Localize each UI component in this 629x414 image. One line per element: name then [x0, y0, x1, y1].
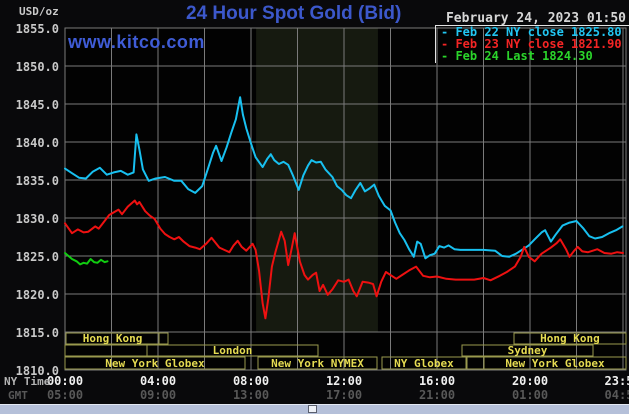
- y-tick-label: 1820.0: [15, 288, 59, 302]
- x-tick-gmt-time: 21:00: [418, 388, 456, 402]
- y-tick-label: 1845.0: [15, 98, 59, 112]
- x-tick-gmt-time: 05:00: [46, 388, 84, 402]
- y-tick-label: 1830.0: [15, 212, 59, 226]
- price-line-feb-23: [64, 199, 624, 320]
- frame-resize-gripper[interactable]: [308, 405, 317, 413]
- session-label: New York NYMEX: [271, 357, 364, 370]
- price-line-feb-24: [64, 252, 109, 266]
- legend-entry: - Feb 22 NY close 1825.80: [441, 25, 622, 39]
- session-label: Hong Kong: [540, 332, 600, 345]
- session-box: [257, 356, 378, 370]
- session-box: [146, 344, 319, 357]
- x-tick-ny-time: 12:00: [325, 374, 363, 388]
- x-tick-ny-time: 04:00: [139, 374, 177, 388]
- x-tick-gmt-time: 13:00: [232, 388, 270, 402]
- price-line-feb-22: [64, 96, 624, 260]
- session-box: [381, 356, 467, 370]
- session-box: [64, 356, 246, 370]
- session-label: New York Globex: [105, 357, 205, 370]
- x-tick-ny-time: 16:00: [418, 374, 456, 388]
- x-tick-gmt-time: 09:00: [139, 388, 177, 402]
- legend: - Feb 22 NY close 1825.80- Feb 23 NY clo…: [435, 25, 629, 63]
- y-tick-label: 1810.0: [15, 364, 59, 378]
- session-box: [483, 356, 627, 370]
- session-label: Sydney: [508, 344, 548, 357]
- session-label: London: [213, 344, 253, 357]
- session-box: [158, 332, 169, 345]
- session-label: New York Globex: [505, 357, 605, 370]
- ny-time-axis-label: NY Time: [4, 375, 51, 388]
- x-tick-ny-time: 20:00: [511, 374, 549, 388]
- x-tick-gmt-time: 01:00: [511, 388, 549, 402]
- session-box: [461, 344, 594, 357]
- chart-datetime: February 24, 2023 01:50: [445, 11, 626, 26]
- page-title: 24 Hour Spot Gold (Bid): [186, 3, 402, 24]
- x-tick-ny-time: 00:00: [46, 374, 84, 388]
- legend-entry: - Feb 23 NY close 1821.90: [441, 36, 622, 51]
- x-tick-ny-time: 23:59: [604, 374, 629, 388]
- y-tick-label: 1825.0: [15, 250, 59, 264]
- x-tick-ny-time: 08:00: [232, 374, 270, 388]
- y-tick-label: 1840.0: [15, 136, 59, 150]
- kitco-watermark-link[interactable]: www.kitco.com: [68, 32, 205, 52]
- x-tick-gmt-time: 04:59: [604, 388, 629, 402]
- y-tick-label: 1835.0: [15, 174, 59, 188]
- y-tick-label: 1850.0: [15, 60, 59, 74]
- gmt-axis-label: GMT: [8, 389, 28, 402]
- session-label: NY Globex: [394, 357, 454, 370]
- plot-frame: [64, 27, 627, 371]
- x-tick-gmt-time: 17:00: [325, 388, 363, 402]
- y-tick-label: 1855.0: [15, 22, 59, 36]
- session-label: Hong Kong: [83, 332, 143, 345]
- y-axis-unit-label: USD/oz: [19, 5, 59, 18]
- session-box: [513, 332, 627, 345]
- y-tick-label: 1815.0: [15, 326, 59, 340]
- legend-entry: - Feb 24 Last 1824.30: [441, 48, 593, 63]
